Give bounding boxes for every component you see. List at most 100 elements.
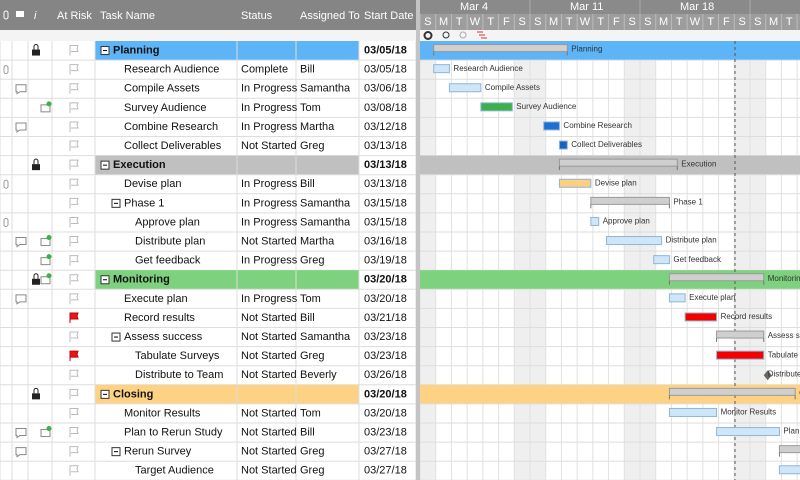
message-icon	[40, 104, 51, 113]
task-name: Get feedback	[135, 255, 201, 267]
summary-bar	[716, 330, 765, 339]
critical-path-icon	[477, 31, 487, 39]
status: In Progress	[241, 255, 298, 267]
risk-flag[interactable]	[69, 255, 79, 266]
task-name: Execution	[113, 159, 166, 171]
summary-bar	[590, 196, 670, 205]
bar-label: Monitoring	[768, 274, 800, 283]
task-name: Assess success	[124, 331, 203, 343]
risk-flag[interactable]	[69, 159, 79, 171]
risk-flag[interactable]	[69, 64, 79, 75]
assigned-to: Samantha	[300, 83, 351, 95]
risk-flag[interactable]	[69, 102, 79, 113]
bar-label: Collect Deliverables	[571, 140, 642, 149]
task-name: Distribute to Team	[135, 369, 223, 381]
task-name: Distribute plan	[135, 235, 205, 247]
task-bar	[480, 102, 513, 112]
task-row: Record results Not Started Bill 03/21/18	[69, 312, 407, 324]
start-date: 03/12/18	[364, 121, 407, 133]
risk-flag[interactable]	[69, 446, 79, 457]
divider	[416, 0, 420, 480]
risk-flag[interactable]	[69, 197, 79, 209]
assigned-to: Samantha	[300, 197, 351, 209]
task-row: Survey Audience In Progress Tom 03/08/18	[40, 101, 407, 114]
task-bar	[668, 407, 718, 417]
task-bar	[606, 236, 663, 246]
task-name: Research Audience	[124, 64, 219, 76]
bar-label: Execute plan	[689, 293, 735, 302]
status: In Progress	[241, 121, 298, 133]
risk-flag[interactable]	[69, 83, 79, 94]
summary-bar	[668, 273, 765, 282]
bar-label: Distribute plan	[666, 236, 717, 245]
day-label: S	[424, 16, 431, 28]
lock-shackle	[33, 158, 39, 165]
risk-flag[interactable]	[69, 274, 79, 285]
task-bar	[558, 140, 568, 150]
lock-icon	[32, 49, 40, 56]
day-label: T	[597, 16, 604, 28]
task-name: Monitoring	[113, 274, 170, 286]
assigned-to: Tom	[300, 407, 321, 419]
milestone	[763, 370, 772, 381]
risk-flag[interactable]	[69, 388, 79, 400]
risk-flag[interactable]	[69, 178, 79, 190]
status: Complete	[241, 64, 288, 76]
assigned-to: Bill	[300, 178, 315, 190]
toolbar-row	[0, 30, 416, 41]
risk-flag[interactable]	[69, 236, 79, 247]
task-row: Distribute to Team Not Started Beverly 03/2…	[69, 369, 407, 381]
task-row: Execution 03/13/18	[32, 158, 407, 171]
start-date: 03/16/18	[364, 235, 407, 247]
risk-flag[interactable]	[69, 369, 79, 381]
message-badge	[46, 426, 52, 432]
bar-label: Tabulate Surveys	[768, 350, 800, 359]
risk-flag[interactable]	[69, 465, 79, 476]
start-date: 03/05/18	[364, 44, 407, 56]
risk-flag[interactable]	[69, 216, 79, 228]
section-band	[95, 155, 359, 175]
comment-icon	[15, 237, 27, 248]
message-badge	[46, 101, 52, 107]
task-name: Rerun Survey	[124, 446, 192, 458]
task-name: Target Audience	[135, 465, 214, 477]
bar-label: Assess success	[768, 331, 800, 340]
task-bar	[543, 121, 560, 131]
risk-flag[interactable]	[69, 331, 79, 343]
assigned-to: Greg	[300, 446, 324, 458]
column-header: Task Name	[100, 10, 155, 22]
day-label: F	[613, 16, 620, 28]
day-label: T	[566, 16, 573, 28]
day-label: M	[549, 16, 558, 28]
summary-end	[668, 395, 796, 400]
assigned-to: Greg	[300, 465, 324, 477]
risk-flag[interactable]	[69, 350, 79, 362]
risk-flag[interactable]	[69, 45, 79, 56]
comment-icon	[15, 447, 27, 458]
task-bar	[684, 312, 718, 322]
risk-flag[interactable]	[69, 407, 79, 419]
header-info-icon: i	[34, 10, 37, 22]
task-name: Closing	[113, 388, 153, 400]
weekend-shade	[420, 41, 436, 480]
day-label: T	[786, 16, 793, 28]
risk-flag[interactable]	[69, 312, 79, 323]
risk-flag[interactable]	[69, 427, 79, 438]
day-label: F	[723, 16, 730, 28]
day-row	[420, 14, 800, 30]
summary-end	[778, 452, 780, 457]
day-label: S	[644, 16, 651, 28]
settings-icon	[423, 31, 433, 40]
task-row: Assess success Not Started Samantha 03/23/1…	[69, 331, 407, 343]
section-band	[95, 41, 359, 61]
zoom-out-icon	[459, 31, 467, 39]
risk-flag[interactable]	[69, 121, 79, 132]
bar-label: Phase 1	[673, 197, 703, 206]
risk-flag[interactable]	[69, 140, 79, 152]
day-label: W	[580, 16, 591, 28]
weekend-shade	[514, 41, 530, 480]
risk-flag[interactable]	[69, 293, 79, 304]
bar-label: Distribute to Team	[768, 369, 800, 378]
start-date: 03/15/18	[364, 197, 407, 209]
